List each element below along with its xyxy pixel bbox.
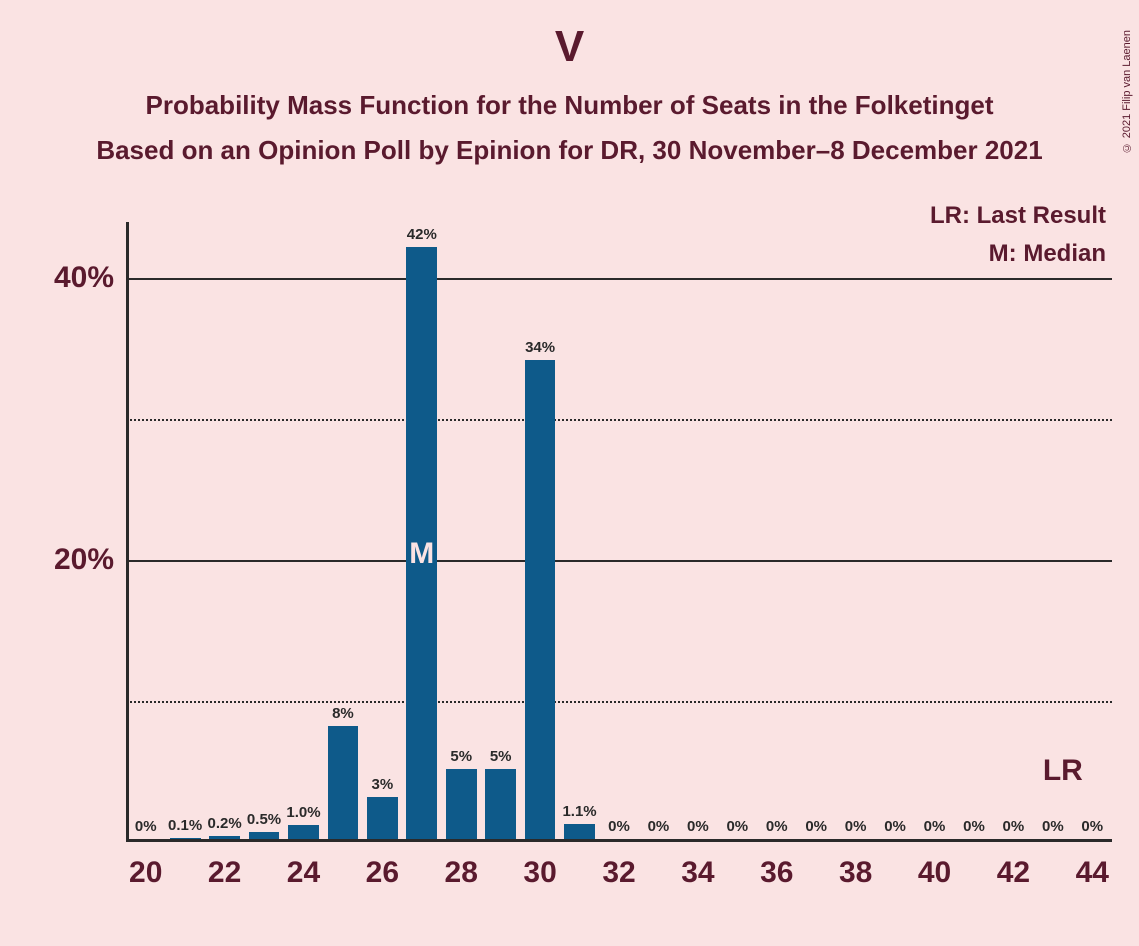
bar-value-label: 8% bbox=[332, 705, 354, 722]
chart-plot-area: 20%40%202224262830323436384042440%0.1%0.… bbox=[126, 222, 1112, 842]
bar-value-label: 1.0% bbox=[286, 804, 320, 821]
bar-value-label: 0% bbox=[1003, 818, 1025, 835]
bar-value-label: 0% bbox=[805, 818, 827, 835]
bar-value-label: 1.1% bbox=[562, 803, 596, 820]
bar-value-label: 5% bbox=[450, 748, 472, 765]
chart-main-title: V bbox=[0, 22, 1139, 72]
bar: 1.1% bbox=[564, 824, 595, 840]
x-axis-tick-label: 38 bbox=[839, 856, 872, 890]
grid-line-solid bbox=[126, 560, 1112, 562]
bar: 1.0% bbox=[288, 825, 319, 839]
bar: 42%M bbox=[406, 247, 437, 839]
x-axis-tick-label: 30 bbox=[523, 856, 556, 890]
x-axis-tick-label: 40 bbox=[918, 856, 951, 890]
bar-value-label: 0.1% bbox=[168, 817, 202, 834]
y-axis-tick-label: 20% bbox=[54, 543, 114, 577]
x-axis-tick-label: 42 bbox=[997, 856, 1030, 890]
bar: 3% bbox=[367, 797, 398, 839]
legend-last-result: LR: Last Result bbox=[930, 202, 1106, 230]
chart-subtitle-1: Probability Mass Function for the Number… bbox=[0, 90, 1139, 121]
bar-value-label: 0% bbox=[687, 818, 709, 835]
copyright-text: © 2021 Filip van Laenen bbox=[1121, 30, 1133, 153]
y-axis-line bbox=[126, 222, 129, 842]
bar-value-label: 42% bbox=[407, 226, 437, 243]
grid-line-dotted bbox=[126, 701, 1112, 703]
x-axis-tick-label: 20 bbox=[129, 856, 162, 890]
x-axis-tick-label: 34 bbox=[681, 856, 714, 890]
bar-value-label: 3% bbox=[372, 776, 394, 793]
grid-line-dotted bbox=[126, 419, 1112, 421]
x-axis-tick-label: 26 bbox=[366, 856, 399, 890]
bar: 0.2% bbox=[209, 836, 240, 839]
bar: 5% bbox=[446, 769, 477, 839]
bar: 5% bbox=[485, 769, 516, 839]
bar-value-label: 0% bbox=[766, 818, 788, 835]
bar: 34% bbox=[525, 360, 556, 839]
bar: 0.1% bbox=[170, 838, 201, 839]
bar-value-label: 5% bbox=[490, 748, 512, 765]
bar-value-label: 0% bbox=[648, 818, 670, 835]
y-axis-tick-label: 40% bbox=[54, 261, 114, 295]
x-axis-tick-label: 28 bbox=[445, 856, 478, 890]
legend-median: M: Median bbox=[989, 240, 1106, 268]
bar-value-label: 0% bbox=[845, 818, 867, 835]
bar: 0.5% bbox=[249, 832, 280, 839]
x-axis-tick-label: 24 bbox=[287, 856, 320, 890]
x-axis-tick-label: 22 bbox=[208, 856, 241, 890]
bar-value-label: 0% bbox=[726, 818, 748, 835]
last-result-marker: LR bbox=[1043, 754, 1083, 788]
chart-container: 20% 40% 20 22 24 26 28 30 32 34 36 38 40 42 44 0% 0.1% 0.… bbox=[44, 222, 1112, 922]
bar-value-label: 0% bbox=[1081, 818, 1103, 835]
bar-value-label: 0% bbox=[1042, 818, 1064, 835]
median-marker: M bbox=[409, 537, 434, 571]
bar-value-label: 0% bbox=[924, 818, 946, 835]
x-axis-tick-label: 36 bbox=[760, 856, 793, 890]
x-axis-line bbox=[126, 839, 1112, 842]
bar-value-label: 0% bbox=[135, 818, 157, 835]
bar-value-label: 0% bbox=[884, 818, 906, 835]
bar-value-label: 0.5% bbox=[247, 811, 281, 828]
bar: 8% bbox=[328, 726, 359, 839]
bar-value-label: 34% bbox=[525, 339, 555, 356]
grid-line-solid bbox=[126, 278, 1112, 280]
x-axis-tick-label: 44 bbox=[1076, 856, 1109, 890]
bar-value-label: 0% bbox=[963, 818, 985, 835]
chart-subtitle-2: Based on an Opinion Poll by Epinion for … bbox=[0, 135, 1139, 166]
bar-value-label: 0.2% bbox=[207, 815, 241, 832]
bar-value-label: 0% bbox=[608, 818, 630, 835]
x-axis-tick-label: 32 bbox=[602, 856, 635, 890]
